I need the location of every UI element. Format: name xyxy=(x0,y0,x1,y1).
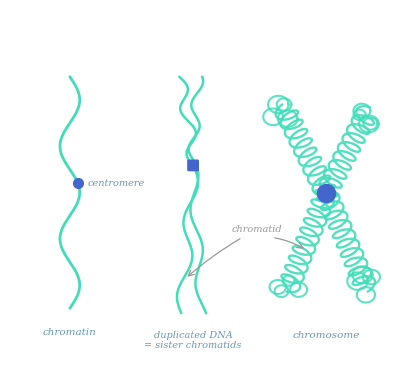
FancyBboxPatch shape xyxy=(187,159,199,171)
Text: chromatin: chromatin xyxy=(43,328,97,337)
Text: chromosome: chromosome xyxy=(292,331,360,340)
Text: duplicated DNA
= sister chromatids: duplicated DNA = sister chromatids xyxy=(144,331,242,350)
Text: centromere: centromere xyxy=(88,179,145,188)
Text: chromatid: chromatid xyxy=(232,225,282,234)
